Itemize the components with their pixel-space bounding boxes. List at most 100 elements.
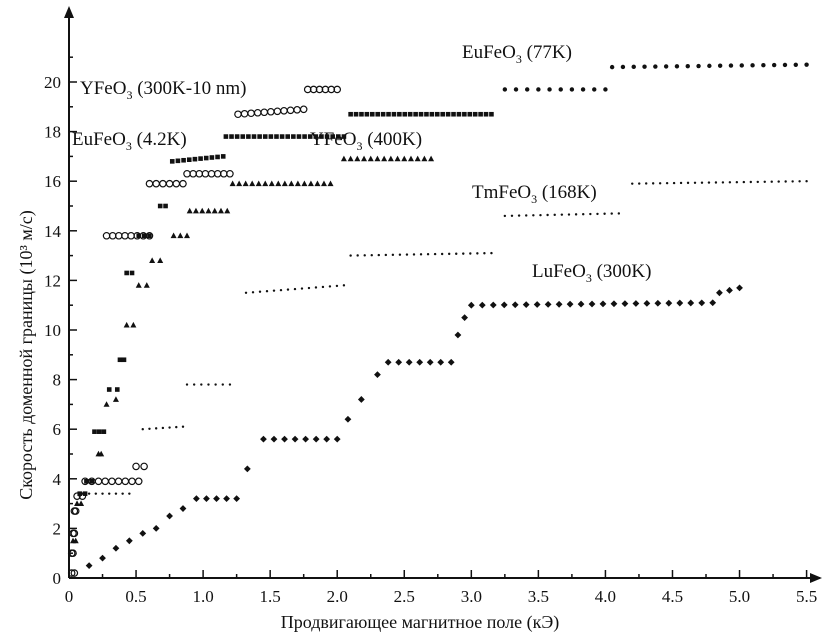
series-2-point — [301, 180, 308, 187]
series-5-point — [676, 299, 684, 307]
series-0-point — [115, 231, 123, 240]
series-5-point — [687, 299, 695, 307]
series-1-point — [203, 155, 209, 161]
series-0-point — [140, 462, 148, 471]
y-tick-label: 16 — [44, 172, 61, 191]
y-tick-label: 2 — [53, 519, 62, 538]
series-5-point — [243, 465, 251, 473]
series-3-point — [476, 252, 479, 255]
x-tick-label: 2.5 — [394, 587, 415, 606]
series-2-point — [381, 155, 388, 162]
series-2-point — [123, 321, 130, 328]
series-2-point — [294, 180, 301, 187]
series-1-point — [186, 157, 192, 163]
series-3-point — [483, 252, 486, 255]
series-4-point — [536, 87, 541, 92]
series-0-point — [165, 179, 174, 188]
series-4-point — [631, 64, 636, 70]
series-1-point — [101, 429, 107, 434]
series-5-point — [426, 358, 434, 366]
series-1-point — [472, 111, 478, 117]
series-3-point — [693, 181, 697, 184]
y-tick-label: 10 — [44, 321, 61, 340]
series-4-point — [513, 87, 519, 92]
series-1-point — [364, 111, 370, 117]
series-2-point — [320, 180, 327, 187]
series-3-point — [714, 181, 718, 184]
series-0-point — [108, 477, 116, 486]
series-3-point — [405, 253, 409, 256]
series-2-point — [428, 155, 435, 162]
series-3-point — [791, 180, 794, 183]
series-3-point — [805, 180, 808, 183]
series-1-point — [223, 134, 229, 139]
series-0-point — [195, 169, 204, 178]
x-tick-label: 0.5 — [125, 587, 146, 606]
series-1-point — [402, 111, 408, 117]
series-label: YFeO3 (400K) — [310, 129, 422, 153]
series-1-point — [359, 111, 364, 117]
series-1-point — [157, 203, 163, 209]
series-0-point — [152, 179, 160, 188]
series-3-point — [328, 285, 332, 288]
series-4-point — [580, 87, 586, 92]
series-5-point — [588, 300, 596, 308]
series-2-point — [205, 207, 212, 214]
series-5-point — [511, 301, 519, 309]
series-5-point — [125, 537, 133, 545]
series-3-point — [228, 383, 232, 386]
series-5-point — [112, 544, 120, 552]
series-2-point — [149, 257, 156, 263]
series-3-point — [665, 181, 669, 185]
series-3-point — [356, 254, 359, 257]
series-0-point — [333, 85, 342, 94]
series-5-point — [233, 495, 241, 503]
series-0-point — [101, 477, 110, 486]
series-1-point — [324, 134, 330, 139]
series-0-point — [273, 107, 282, 116]
series-2-point — [249, 180, 256, 187]
series-5-point — [698, 299, 706, 307]
series-2-point — [242, 180, 249, 187]
series-4-point — [558, 87, 563, 92]
series-2-point — [186, 207, 193, 214]
series-3-point — [567, 213, 571, 216]
series-0-point — [121, 477, 130, 486]
series-1-point — [380, 111, 386, 117]
series-5-point — [555, 300, 563, 308]
series-2-point — [103, 401, 110, 407]
series-2-point — [374, 155, 381, 162]
series-5-point — [533, 301, 541, 308]
series-0-point — [213, 169, 222, 178]
series-3-point — [154, 427, 158, 430]
series-3-point — [707, 181, 711, 184]
series-2-point — [307, 180, 314, 187]
series-4-point — [750, 63, 755, 68]
series-2-point — [288, 180, 295, 187]
series-1-point — [129, 270, 135, 276]
series-5-point — [203, 495, 210, 503]
series-3-point — [398, 253, 402, 256]
series-0-point — [286, 106, 295, 115]
series-1-point — [418, 111, 424, 117]
series-0-point — [145, 179, 154, 188]
series-1-point — [397, 111, 402, 117]
series-3-point — [574, 213, 578, 216]
series-2-point — [394, 155, 401, 162]
series-3-point — [596, 212, 599, 216]
series-2-point — [262, 180, 269, 187]
series-0-point — [253, 108, 262, 117]
series-0-point — [234, 110, 242, 119]
series-3-point — [610, 212, 613, 215]
series-5-point — [405, 358, 413, 366]
series-2-point — [217, 207, 224, 214]
series-5-point — [437, 358, 445, 366]
series-0-point — [114, 477, 123, 486]
series-3-point — [784, 180, 787, 183]
series-label: TmFeO3 (168K) — [472, 182, 597, 206]
series-3-point — [148, 427, 151, 430]
series-5-point — [213, 495, 220, 503]
series-1-point — [429, 111, 435, 117]
series-1-point — [257, 134, 262, 139]
